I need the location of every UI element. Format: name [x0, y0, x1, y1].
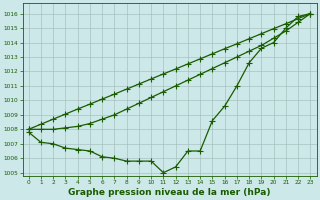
X-axis label: Graphe pression niveau de la mer (hPa): Graphe pression niveau de la mer (hPa): [68, 188, 271, 197]
